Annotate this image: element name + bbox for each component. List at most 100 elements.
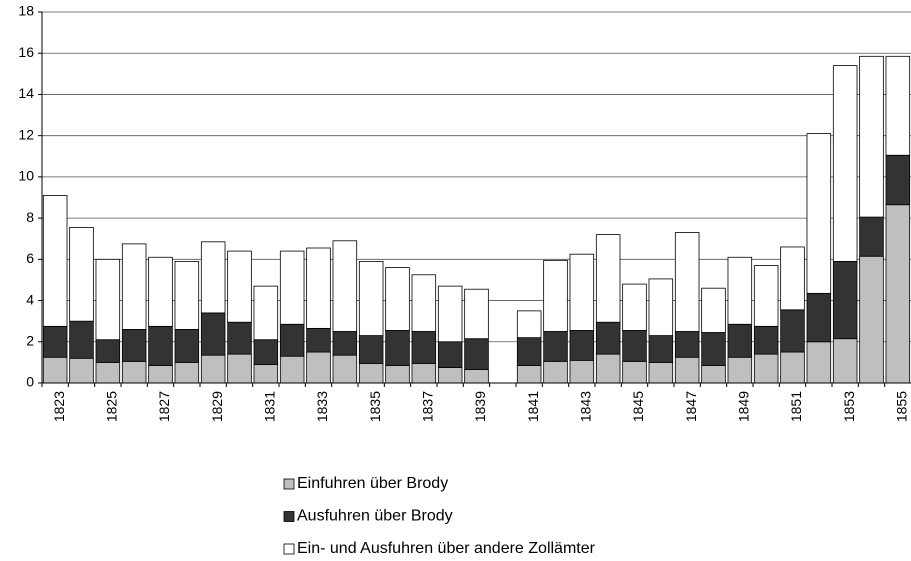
bar-segment <box>279 355 305 384</box>
x-tick-label: 1829 <box>209 391 225 422</box>
bar-segment <box>543 259 568 332</box>
bar-segment <box>727 356 753 384</box>
bar-segment <box>701 332 726 366</box>
x-tick-label: 1841 <box>525 391 541 422</box>
bar-segment <box>622 283 647 331</box>
bar-segment <box>385 267 410 331</box>
bar-segment <box>332 354 358 384</box>
bar-segment <box>121 360 147 384</box>
bar-segment <box>885 204 911 384</box>
x-tick-label: 1843 <box>578 391 594 422</box>
x-tick-label: 1849 <box>736 391 752 422</box>
bar-segment <box>701 365 726 384</box>
bar-segment <box>121 329 147 362</box>
bar-segment <box>622 360 647 384</box>
y-tick-label: 2 <box>26 332 34 348</box>
bar-segment <box>306 247 331 329</box>
y-tick-label: 10 <box>18 168 34 184</box>
bar-segment <box>332 240 358 332</box>
x-tick-label: 1845 <box>630 391 646 422</box>
bar-segment <box>332 331 358 356</box>
bar-segment <box>806 292 832 343</box>
bar-segment <box>253 285 279 341</box>
bar-segment <box>780 351 805 384</box>
x-tick-label: 1827 <box>156 391 172 422</box>
bar-segment <box>753 353 779 384</box>
bar-segment <box>306 327 331 353</box>
legend: Einfuhren über Brody Ausfuhren über Brody… <box>283 475 596 557</box>
bar-segment <box>227 250 252 323</box>
bar-segment <box>95 361 121 384</box>
bar-segment <box>780 246 805 311</box>
bar-segment <box>42 195 68 327</box>
bar-segment <box>595 321 621 355</box>
bar-segment <box>595 353 621 384</box>
bar-segment <box>674 331 700 358</box>
bar-segment <box>806 341 832 384</box>
legend-label: Ausfuhren über Brody <box>297 508 453 525</box>
bar-segment <box>832 260 858 340</box>
bar-segment <box>358 260 384 336</box>
bar-segment <box>148 325 173 366</box>
bar-segment <box>780 309 805 353</box>
x-tick-label: 1851 <box>788 391 804 422</box>
bar-segment <box>569 330 595 361</box>
legend-label: Einfuhren über Brody <box>297 475 448 492</box>
bar-segment <box>832 65 858 262</box>
bar-segment <box>701 287 726 333</box>
bar-segment <box>227 353 252 384</box>
bar-segment <box>279 250 305 325</box>
bar-segment <box>411 331 437 364</box>
x-tick-label: 1847 <box>683 391 699 422</box>
bar-segment <box>42 356 68 384</box>
bar-segment <box>516 310 542 339</box>
bar-segment <box>95 339 121 363</box>
bar-segment <box>859 255 884 384</box>
bar-segment <box>832 338 858 384</box>
bar-segment <box>200 354 226 384</box>
bar-segment <box>516 337 542 366</box>
bar-segment <box>648 278 674 336</box>
bar-segment <box>385 365 410 384</box>
bar-segment <box>543 360 568 384</box>
x-tick-label: 1835 <box>367 391 383 422</box>
legend-swatch <box>283 511 295 522</box>
y-tick-label: 12 <box>18 126 34 142</box>
bar-segment <box>358 335 384 364</box>
y-tick-label: 4 <box>26 291 34 307</box>
bar-segment <box>148 256 173 327</box>
bar-segment <box>306 351 331 384</box>
bar-segment <box>595 234 621 323</box>
bar-segment <box>727 323 753 358</box>
bar-segment <box>753 265 779 327</box>
y-tick-label: 16 <box>18 44 34 60</box>
bar-segment <box>279 323 305 357</box>
x-tick-label: 1837 <box>420 391 436 422</box>
bar-segment <box>200 312 226 356</box>
bar-segment <box>569 253 595 331</box>
bar-segment <box>42 325 68 358</box>
x-tick-label: 1855 <box>894 391 910 422</box>
bar-segment <box>253 339 279 365</box>
bar-segment <box>437 341 463 368</box>
bar-segment <box>464 338 489 371</box>
bar-segment <box>385 330 410 366</box>
bar-segment <box>69 226 94 322</box>
bar-segment <box>859 55 884 218</box>
bar-segment <box>95 258 121 341</box>
x-tick-label: 1831 <box>262 391 278 422</box>
bar-segment <box>253 364 279 384</box>
bar-segment <box>437 367 463 384</box>
legend-label: Ein- und Ausfuhren über andere Zollämter <box>297 540 596 557</box>
bar-segment <box>437 285 463 343</box>
bar-segment <box>569 359 595 384</box>
bar-segment <box>753 325 779 355</box>
x-tick-label: 1823 <box>51 391 67 422</box>
bar-segment <box>121 243 147 330</box>
bar-segment <box>227 321 252 355</box>
y-tick-label: 0 <box>26 374 34 390</box>
bar-segment <box>859 216 884 257</box>
bar-segment <box>174 361 200 384</box>
bar-segment <box>411 363 437 384</box>
